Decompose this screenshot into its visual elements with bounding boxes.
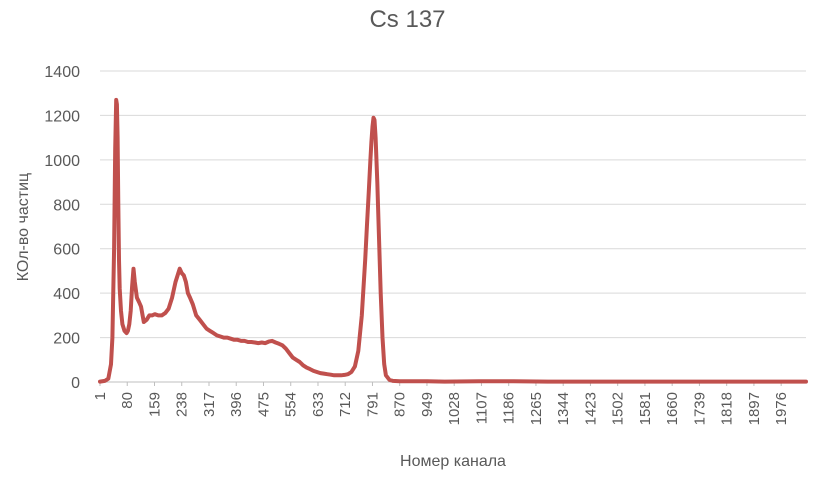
chart-title: Cs 137 (369, 6, 446, 33)
x-tick-label: 475 (255, 392, 272, 417)
x-tick-label: 1818 (719, 392, 736, 425)
x-tick-label: 633 (310, 392, 327, 417)
x-tick-label: 1028 (446, 392, 463, 425)
x-tick-label: 1 (92, 392, 109, 400)
y-tick-label: 200 (53, 331, 80, 348)
x-tick-label: 1265 (528, 392, 545, 425)
x-tick-label: 1976 (773, 392, 790, 425)
y-tick-label: 1200 (44, 108, 80, 125)
y-tick-label: 800 (53, 197, 80, 214)
series-line (98, 97, 808, 384)
x-tick-label: 791 (364, 392, 381, 417)
x-tick-label: 317 (201, 392, 218, 417)
x-tick-label: 1660 (664, 392, 681, 425)
x-tick-label: 1186 (501, 392, 518, 424)
x-tick-label: 1739 (691, 392, 708, 425)
y-tick-label: 1000 (44, 153, 80, 170)
y-tick-label: 0 (71, 375, 80, 392)
x-tick-label: 1581 (637, 392, 654, 425)
y-tick-label: 1400 (44, 64, 80, 81)
x-axis-label: Номер канала (400, 453, 506, 470)
x-tick-label: 712 (337, 392, 354, 417)
x-tick-label: 1344 (555, 392, 572, 425)
y-tick-label: 600 (53, 242, 80, 259)
x-tick-label: 1423 (582, 392, 599, 425)
x-tick-label: 870 (392, 392, 409, 417)
x-tick-label: 238 (174, 392, 191, 417)
x-tick-label: 1107 (473, 392, 490, 424)
x-tick-label: 554 (283, 392, 300, 417)
y-tick-label: 400 (53, 286, 80, 303)
x-tick-label: 80 (119, 392, 136, 409)
x-tick-label: 949 (419, 392, 436, 417)
x-tick-label: 1502 (610, 392, 627, 425)
x-tick-label: 1897 (746, 392, 763, 425)
x-tick-label: 396 (228, 392, 245, 417)
x-tick-label: 159 (146, 392, 163, 417)
